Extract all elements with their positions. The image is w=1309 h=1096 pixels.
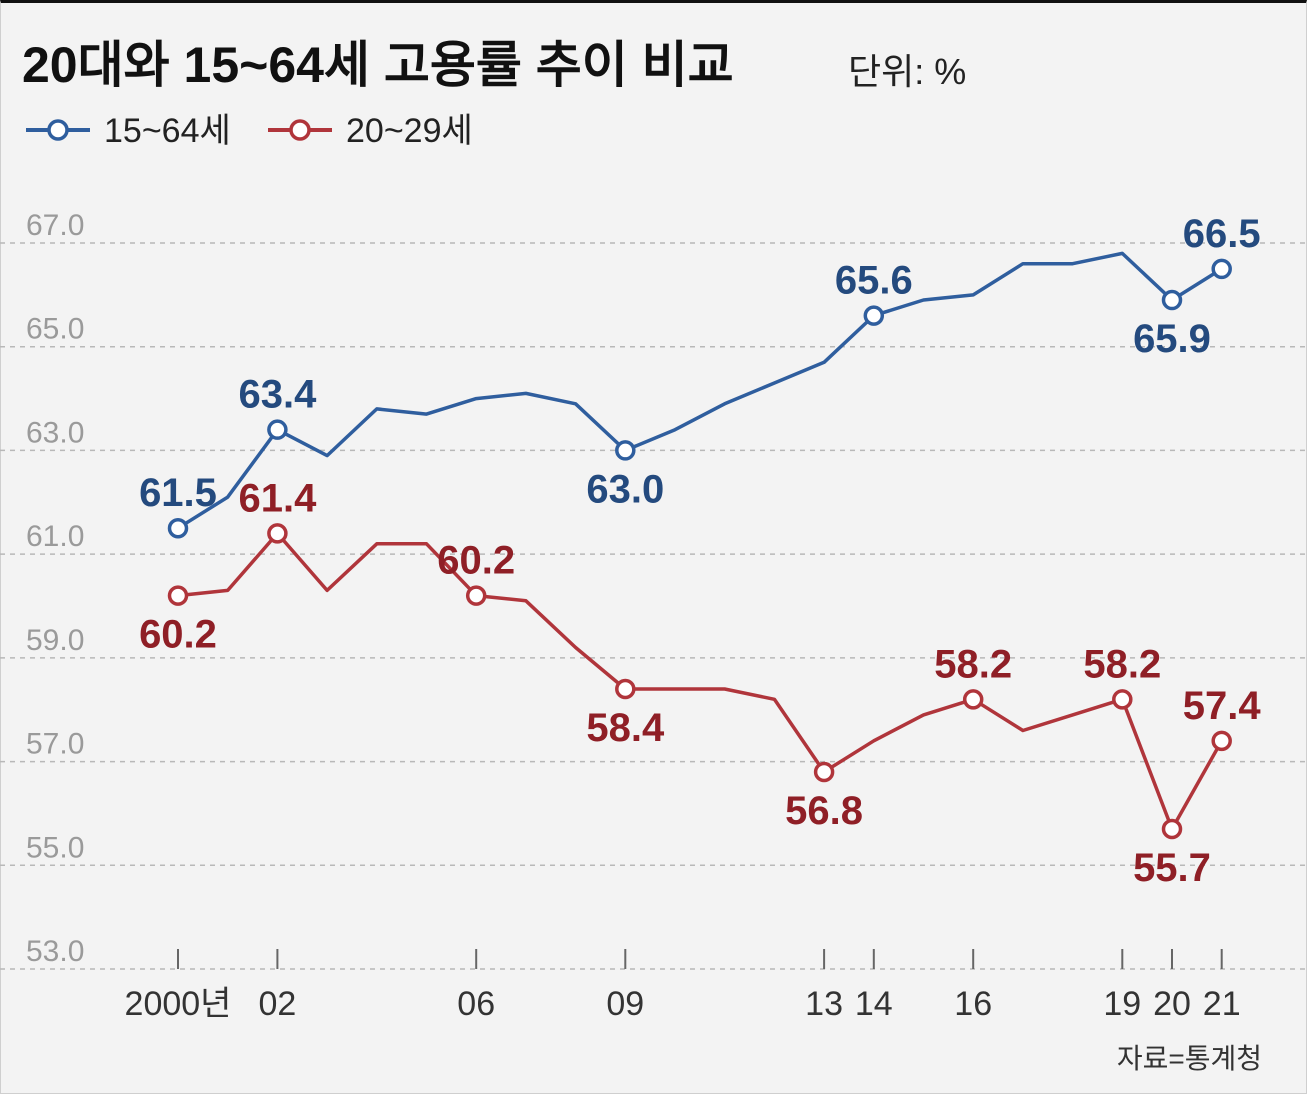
unit-label: 단위: % [848,51,966,92]
data-labels: 61.5 63.4 63.0 65.6 65.9 66.5 60.2 61.4 60.2 58.4… [139,212,1261,890]
data-label: 63.4 [238,373,317,417]
data-point-marker [267,419,288,440]
data-label: 55.7 [1133,846,1211,890]
data-point-marker [962,689,984,710]
y-tick-label: 61.0 [26,520,84,553]
data-point-marker [267,523,288,544]
data-label: 58.2 [934,642,1012,686]
data-point-marker [465,585,487,606]
x-tick-label: 13 [805,985,843,1023]
data-point-marker [813,761,835,783]
y-tick-label: 55.0 [26,831,84,864]
x-tick-label: 19 [1103,985,1141,1023]
data-point-marker [1211,258,1232,280]
data-point-marker [615,678,636,700]
y-tick-label: 59.0 [26,624,84,657]
x-tick-label: 06 [457,985,495,1023]
y-tick-label: 65.0 [26,313,84,346]
data-point-marker [863,305,885,326]
series-line-15-64 [177,251,1223,530]
x-tick-label: 16 [954,985,992,1023]
source-note: 자료=통계청 [1117,1043,1262,1074]
x-axis: 2000년 02 06 09 13 14 16 19 20 21 [125,949,1241,1023]
data-point-marker [167,585,189,606]
data-point-marker [1211,730,1232,752]
x-tick-label: 2000년 [125,985,232,1023]
legend-red-marker [289,119,311,141]
series-lines [167,251,1232,840]
data-label: 58.4 [586,706,665,750]
data-point-marker [167,517,189,539]
data-point-marker [615,440,636,461]
legend: 15~64세 20~29세 [26,112,473,150]
data-label: 65.9 [1133,317,1211,361]
data-label: 63.0 [586,467,664,511]
data-label: 60.2 [139,613,217,657]
y-tick-label: 53.0 [26,935,84,968]
data-label: 61.5 [139,471,217,515]
x-tick-label: 14 [855,985,893,1023]
series-line-20-29 [177,531,1224,831]
data-label: 61.4 [238,476,317,520]
y-tick-label: 67.0 [26,209,84,242]
data-label: 56.8 [785,789,863,833]
data-label: 65.6 [835,259,913,303]
data-label: 57.4 [1183,684,1262,728]
chart-title: 20대와 15~64세 고용률 추이 비교 [22,37,734,93]
y-tick-label: 57.0 [26,728,84,761]
x-tick-label: 21 [1203,985,1241,1023]
x-tick-label: 09 [606,985,644,1023]
data-point-marker [1161,818,1183,840]
legend-label-15-64: 15~64세 [104,112,231,150]
legend-label-20-29: 20~29세 [346,112,473,150]
x-tick-label: 20 [1153,985,1191,1023]
grid-lines: 53.0 55.0 57.0 59.0 61.0 63.0 65.0 67.0 [0,209,1305,970]
data-label: 66.5 [1183,212,1261,256]
legend-blue-marker [47,119,69,141]
y-tick-label: 63.0 [26,416,84,449]
data-label: 60.2 [437,539,515,583]
data-label: 58.2 [1083,642,1161,686]
data-point-marker [1112,689,1133,710]
x-tick-label: 02 [258,985,296,1023]
data-point-marker [1161,289,1183,311]
